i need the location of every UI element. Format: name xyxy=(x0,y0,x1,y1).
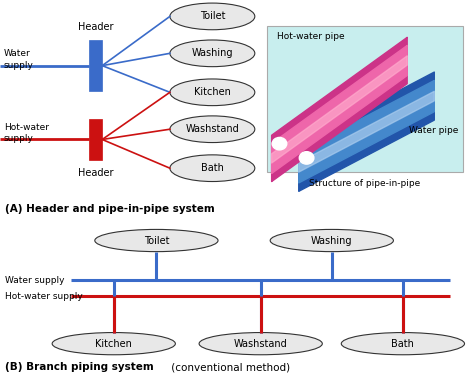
Text: Water supply: Water supply xyxy=(5,276,64,285)
Text: Kitchen: Kitchen xyxy=(95,339,132,349)
Text: (conventional method): (conventional method) xyxy=(168,363,291,372)
Text: Washing: Washing xyxy=(191,48,233,58)
Text: Toilet: Toilet xyxy=(200,11,225,21)
Ellipse shape xyxy=(170,3,255,30)
Ellipse shape xyxy=(341,332,465,355)
Ellipse shape xyxy=(95,229,218,252)
Text: Kitchen: Kitchen xyxy=(194,87,231,97)
Text: Washstand: Washstand xyxy=(234,339,288,349)
Circle shape xyxy=(272,137,287,150)
Text: Washstand: Washstand xyxy=(185,124,239,134)
Text: Washing: Washing xyxy=(311,236,353,245)
Ellipse shape xyxy=(199,332,322,355)
Text: Hot-water
supply: Hot-water supply xyxy=(4,123,49,143)
Ellipse shape xyxy=(170,79,255,106)
Text: Water
supply: Water supply xyxy=(4,50,34,70)
FancyBboxPatch shape xyxy=(89,119,102,160)
Text: (B) Branch piping system: (B) Branch piping system xyxy=(5,363,154,372)
Text: Bath: Bath xyxy=(201,163,224,173)
FancyBboxPatch shape xyxy=(89,40,102,91)
Text: Hot-water supply: Hot-water supply xyxy=(5,291,82,301)
Circle shape xyxy=(299,152,314,164)
FancyBboxPatch shape xyxy=(267,26,463,172)
Text: (A) Header and pipe-in-pipe system: (A) Header and pipe-in-pipe system xyxy=(5,204,215,214)
Text: Header: Header xyxy=(78,22,113,32)
Text: Hot-water pipe: Hot-water pipe xyxy=(277,31,345,41)
Ellipse shape xyxy=(170,116,255,142)
Text: Structure of pipe-in-pipe: Structure of pipe-in-pipe xyxy=(310,179,420,188)
Text: Header: Header xyxy=(78,168,113,178)
Text: Water pipe: Water pipe xyxy=(410,126,459,135)
Text: Toilet: Toilet xyxy=(144,236,169,245)
Ellipse shape xyxy=(170,40,255,67)
Ellipse shape xyxy=(170,155,255,182)
Text: Bath: Bath xyxy=(392,339,414,349)
Ellipse shape xyxy=(270,229,393,252)
Ellipse shape xyxy=(52,332,175,355)
